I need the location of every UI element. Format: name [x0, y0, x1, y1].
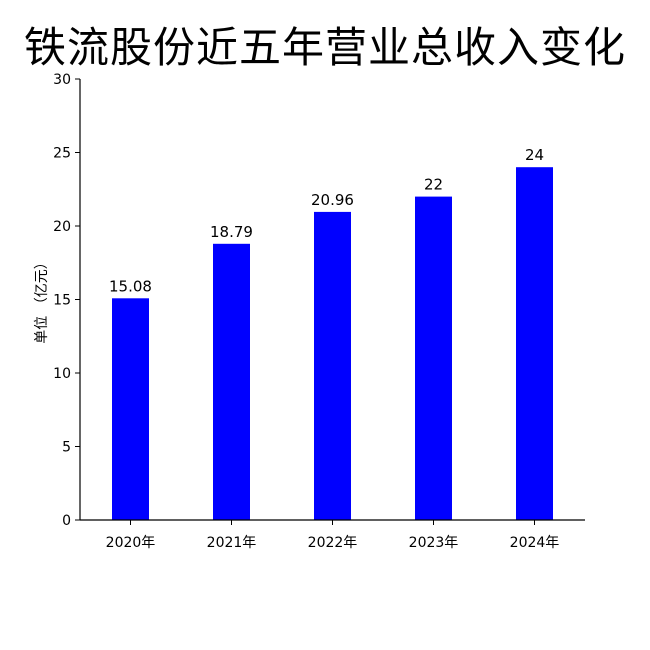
x-tick-label-0: 2020年 [106, 535, 156, 551]
y-axis-label: 单位 （亿元） [34, 255, 50, 343]
bar-2 [314, 211, 351, 520]
chart-title: 铁流股份近五年营业总收入变化 [23, 23, 626, 72]
x-tick-label-2: 2022年 [308, 535, 358, 551]
bar-4 [516, 167, 553, 520]
bar-1 [213, 243, 250, 521]
data-label-1: 18.79 [210, 223, 253, 241]
bar-0 [112, 298, 149, 520]
y-tick-label-5: 25 [53, 146, 71, 162]
data-labels-layer: 15.08 18.79 20.96 22 24 [109, 146, 544, 295]
data-label-4: 24 [525, 146, 544, 164]
y-tick-label-4: 20 [53, 219, 71, 235]
data-label-3: 22 [424, 176, 443, 194]
bars-layer [112, 167, 553, 521]
y-tick-label-2: 10 [53, 366, 71, 382]
y-tick-label-6: 30 [53, 72, 71, 88]
y-tick-label-3: 15 [53, 293, 71, 309]
y-tick-label-0: 0 [62, 513, 71, 529]
x-tick-label-4: 2024年 [510, 535, 560, 551]
data-label-2: 20.96 [311, 191, 354, 209]
bar-3 [415, 196, 452, 520]
x-tick-label-3: 2023年 [409, 535, 459, 551]
x-tick-label-1: 2021年 [207, 535, 257, 551]
data-label-0: 15.08 [109, 277, 152, 295]
axes-layer: 2020年 2021年 2022年 2023年 2024年 0 5 10 15 20 25 30 单位 … [34, 72, 585, 551]
y-tick-label-1: 5 [62, 440, 71, 456]
